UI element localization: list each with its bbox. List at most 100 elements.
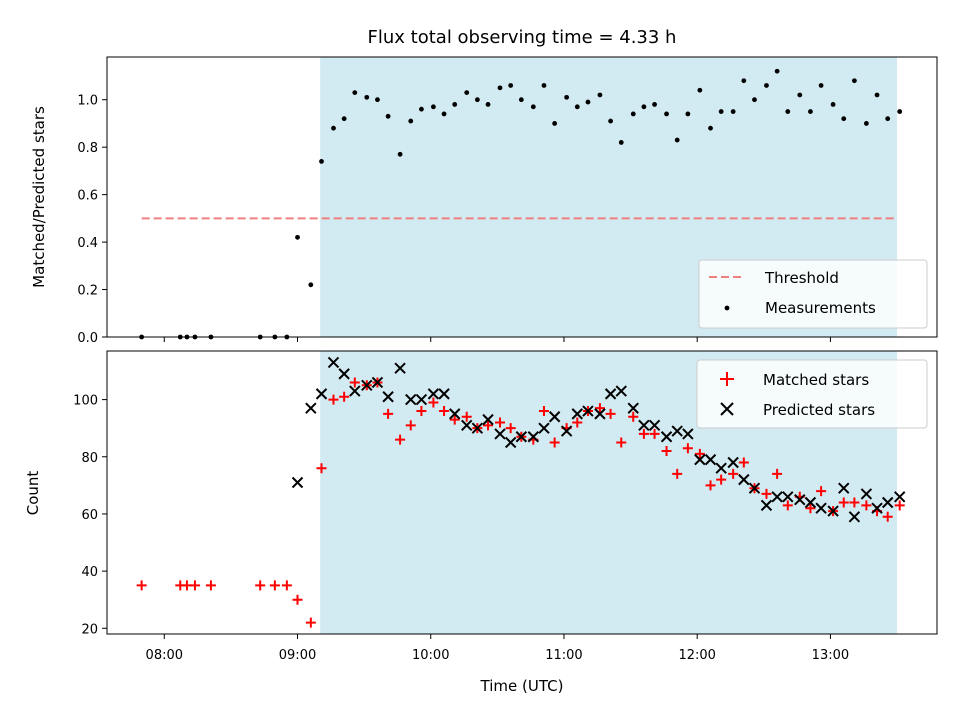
top-y-tick-label: 0.0 [77,331,98,346]
matched-star-point [882,511,893,522]
bottom-y-axis-label: Count [24,471,42,516]
matched-star-point [628,411,639,422]
matched-star-point [661,446,672,457]
matched-star-point [705,480,716,491]
measurement-point [785,109,791,114]
top-y-tick-label: 0.2 [77,284,98,299]
matched-star-point [305,617,316,628]
measurement-point [818,83,824,88]
matched-star-point [772,468,783,479]
predicted-star-point [560,425,573,437]
measurement-point [441,111,447,117]
matched-stars-legend-label: Matched stars [763,371,869,389]
top-panel-frame [106,56,938,338]
measurement-point [841,116,847,122]
predicted-star-point [871,502,883,514]
measurement-point [508,83,514,88]
measurement-point [797,92,803,98]
matched-star-point [694,448,705,459]
measurement-point [863,121,869,126]
measurement-point [630,111,636,117]
measurement-point [385,113,391,119]
matched-star-point [349,377,360,388]
predicted-star-point [660,431,673,443]
predicted-star-point [482,413,494,426]
measurement-point [574,104,580,110]
measurement-point [674,137,680,143]
measurement-point [431,104,436,110]
top-legend-box [698,259,928,329]
measurement-point [752,97,757,103]
measurement-point [597,92,603,98]
matched-star-point [672,468,683,479]
predicted-star-point [305,402,317,414]
matched-star-point [538,406,549,417]
predicted-star-point [694,453,706,466]
measurement-point [741,78,747,84]
measurement-point [808,109,813,114]
predicted-star-point [881,496,894,509]
matched-star-point [861,500,872,511]
predicted-star-point [338,368,350,380]
predicted-star-point [638,419,650,432]
predicted-star-point [415,393,428,406]
predicted-star-point [627,402,639,414]
top-y-axis-label: Matched/Predicted stars [30,106,48,288]
measurement-point [652,102,657,107]
bottom-y-tick-label: 60 [81,508,98,523]
measurement-point [885,116,891,122]
measurement-point [718,109,724,114]
predicted-star-point [748,482,761,494]
measurement-point [474,97,480,103]
matched-star-point [136,580,147,591]
predicted-star-point [838,482,850,494]
matched-star-point [316,463,327,474]
measurement-point [397,151,403,157]
matched-star-point [782,500,793,511]
predicted-star-point [715,462,727,474]
predicted-star-point [571,408,583,420]
predicted-star-point [461,419,473,432]
matched-star-point [728,468,739,479]
bottom-x-tick-label: 09:00 [279,648,316,663]
matched-star-point [594,403,605,414]
predicted-star-point [604,388,617,400]
measurement-point [708,125,713,131]
matched-stars-legend-marker [720,372,734,386]
matched-star-point [395,434,406,445]
predicted-star-point [371,376,384,389]
matched-star-point [738,457,749,468]
matched-star-point [805,503,816,514]
predicted-star-point [671,425,683,437]
measurement-point [664,111,669,117]
measurement-point [364,94,370,100]
measurement-point [375,97,380,103]
predicted-stars-legend-label: Predicted stars [763,401,875,419]
predicted-star-point [349,385,361,397]
bottom-x-tick-label: 12:00 [678,648,715,663]
measurement-point [464,90,470,95]
measurement-point [730,109,736,114]
measurement-point [331,125,336,131]
top-y-tick-label: 0.4 [77,236,98,251]
predicted-star-point [394,362,406,374]
top-y-tick-label: 0.6 [77,189,98,204]
measurement-point [774,68,780,74]
measurement-point [452,102,458,107]
measurement-point [352,90,358,95]
top-legend: Threshold Measurements [698,259,928,329]
measurement-point [697,87,703,93]
matched-star-point [816,486,827,497]
top-y-tick-label: 1.0 [77,94,98,109]
predicted-star-point [760,499,773,512]
predicted-stars-legend-marker [720,402,734,416]
matched-star-point [269,580,280,591]
predicted-star-point [594,408,606,420]
predicted-star-point [291,476,304,489]
predicted-star-point [704,453,717,466]
top-y-tick-label: 0.8 [77,141,98,156]
matched-star-point [483,420,494,431]
matched-star-point [405,420,416,431]
predicted-star-point [471,422,484,434]
